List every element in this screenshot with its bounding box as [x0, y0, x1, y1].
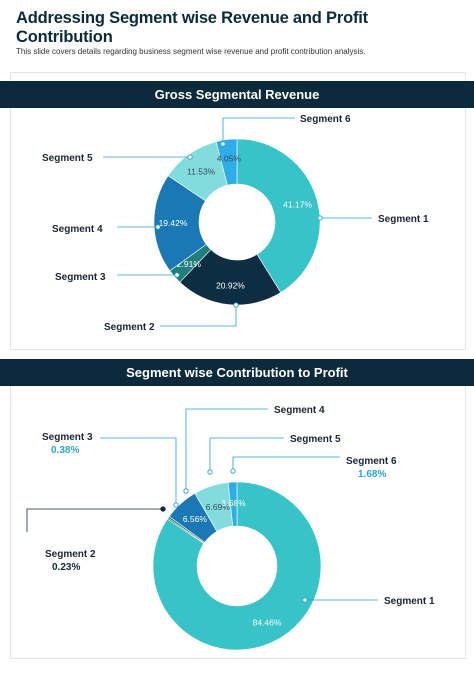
callout-segment-name: Segment 2	[104, 322, 155, 333]
callout-dot	[207, 469, 213, 475]
slice-value-label: 84.46%	[253, 618, 282, 628]
page-title: Addressing Segment wise Revenue and Prof…	[16, 9, 368, 46]
callout-segment-name: Segment 6	[300, 114, 351, 125]
callout-segment-name: Segment 3	[55, 272, 106, 283]
callout-segment-name: Segment 1	[378, 214, 429, 225]
callout-line	[209, 437, 284, 472]
slice-value-label: 4.05%	[217, 154, 242, 164]
slice-segment-2	[179, 249, 282, 306]
callout-segment-value: 0.23%	[52, 562, 80, 573]
callout-segment-name: Segment 6	[346, 456, 397, 467]
slice-segment-1	[236, 138, 321, 293]
callout-dot	[187, 154, 193, 160]
slice-value-label: 20.92%	[216, 281, 245, 291]
callout-dot	[233, 302, 239, 308]
callout-dot	[174, 272, 180, 278]
slice-segment-6	[227, 481, 238, 527]
callout-line	[222, 117, 295, 144]
callout-segment-name: Segment 3	[42, 432, 93, 443]
page-subtitle: This slide covers details regarding busi…	[16, 47, 366, 56]
slice-value-label: 2.91%	[177, 259, 202, 269]
revenue-chart-title: Gross Segmental Revenue	[0, 81, 474, 108]
callout-segment-name: Segment 4	[274, 405, 325, 416]
callout-dot	[160, 506, 166, 512]
slice-segment-1	[152, 481, 322, 651]
callout-segment-name: Segment 5	[290, 434, 341, 445]
callout-dot	[183, 488, 189, 494]
callout-segment-name: Segment 5	[42, 153, 93, 164]
callout-dot	[173, 502, 179, 508]
slice-value-label: 41.17%	[283, 200, 312, 210]
callout-segment-name: Segment 1	[384, 596, 435, 607]
callout-dot	[155, 224, 161, 230]
slice-value-label: 6.56%	[183, 514, 208, 524]
slice-value-label: 1.68%	[222, 498, 247, 508]
callout-line	[232, 456, 340, 471]
callout-dot	[302, 597, 308, 603]
callout-dot	[317, 215, 323, 221]
callout-segment-value: 0.38%	[51, 445, 79, 456]
callout-dot	[220, 141, 226, 147]
callout-line	[185, 408, 268, 491]
slice-value-label: 19.42%	[159, 218, 188, 228]
callout-dot	[230, 468, 236, 474]
callout-segment-name: Segment 4	[52, 224, 103, 235]
callout-line	[160, 305, 237, 327]
callout-line	[26, 508, 163, 532]
callout-segment-name: Segment 2	[45, 549, 96, 560]
slice-value-label: 11.53%	[187, 166, 216, 176]
profit-chart-title: Segment wise Contribution to Profit	[0, 359, 474, 386]
slice-value-label: 6.69%	[206, 502, 231, 512]
callout-line	[100, 437, 177, 505]
revenue-donut: 41.17% 20.92% 2.91% 19.42% 11.53%4.05% Segmen…	[42, 114, 429, 333]
callout-segment-value: 1.68%	[358, 469, 386, 480]
